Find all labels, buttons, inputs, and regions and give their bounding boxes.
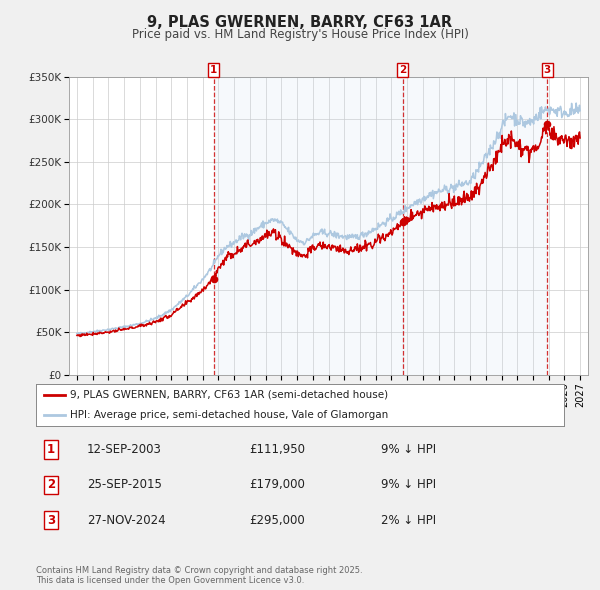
Text: £111,950: £111,950 [249, 443, 305, 456]
Text: HPI: Average price, semi-detached house, Vale of Glamorgan: HPI: Average price, semi-detached house,… [70, 410, 389, 420]
Text: 9% ↓ HPI: 9% ↓ HPI [381, 443, 436, 456]
Bar [403, 77, 547, 375]
Text: 9, PLAS GWERNEN, BARRY, CF63 1AR (semi-detached house): 9, PLAS GWERNEN, BARRY, CF63 1AR (semi-d… [70, 389, 388, 399]
Text: 1: 1 [47, 443, 55, 456]
Text: £179,000: £179,000 [249, 478, 305, 491]
Text: 2: 2 [399, 65, 407, 75]
Text: 3: 3 [47, 514, 55, 527]
Text: 27-NOV-2024: 27-NOV-2024 [87, 514, 166, 527]
Text: 9% ↓ HPI: 9% ↓ HPI [381, 478, 436, 491]
Text: 1: 1 [210, 65, 217, 75]
Text: £295,000: £295,000 [249, 514, 305, 527]
Bar [214, 77, 403, 375]
Text: 2% ↓ HPI: 2% ↓ HPI [381, 514, 436, 527]
Text: Price paid vs. HM Land Registry's House Price Index (HPI): Price paid vs. HM Land Registry's House … [131, 28, 469, 41]
Text: 12-SEP-2003: 12-SEP-2003 [87, 443, 162, 456]
Text: 25-SEP-2015: 25-SEP-2015 [87, 478, 162, 491]
Text: Contains HM Land Registry data © Crown copyright and database right 2025.
This d: Contains HM Land Registry data © Crown c… [36, 566, 362, 585]
Text: 9, PLAS GWERNEN, BARRY, CF63 1AR: 9, PLAS GWERNEN, BARRY, CF63 1AR [148, 15, 452, 30]
Text: 3: 3 [544, 65, 551, 75]
Text: 2: 2 [47, 478, 55, 491]
